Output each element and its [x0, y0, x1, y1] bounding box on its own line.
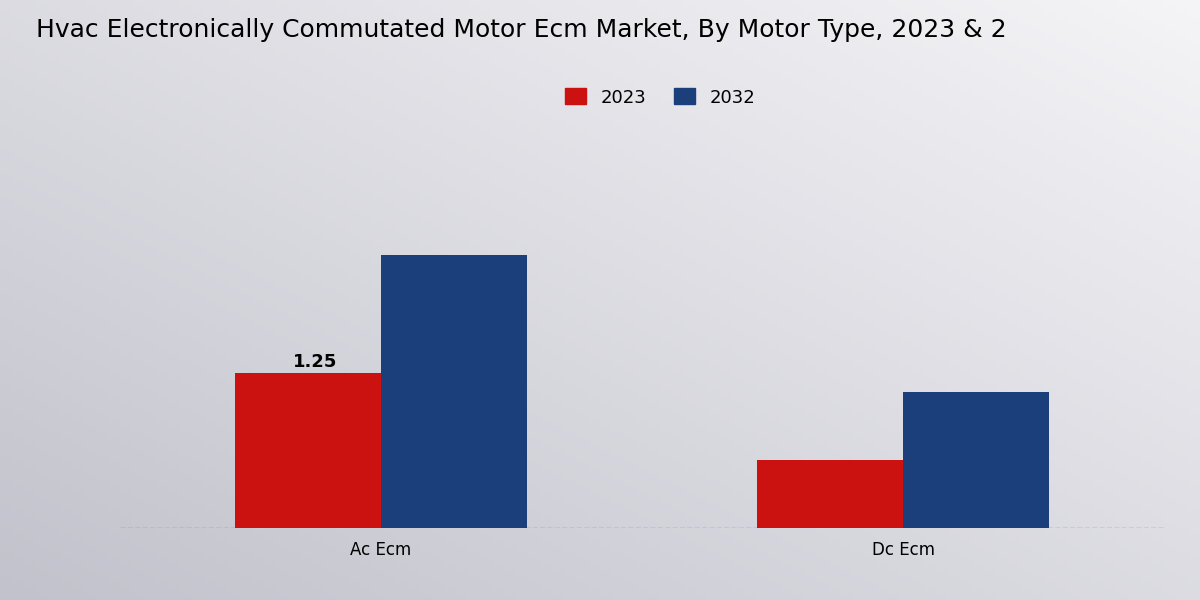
Bar [382, 255, 527, 528]
Bar [235, 373, 382, 528]
Bar [904, 392, 1049, 528]
Bar [757, 460, 904, 528]
Text: Hvac Electronically Commutated Motor Ecm Market, By Motor Type, 2023 & 2: Hvac Electronically Commutated Motor Ecm… [36, 18, 1007, 42]
Legend: 2023, 2032: 2023, 2032 [557, 81, 763, 114]
Text: 1.25: 1.25 [293, 353, 337, 371]
